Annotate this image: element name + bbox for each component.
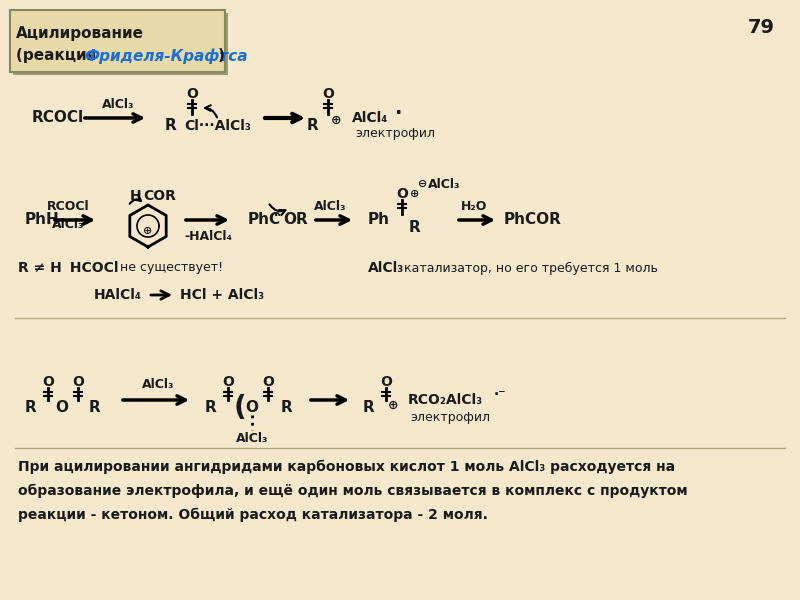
- Text: O: O: [396, 187, 408, 201]
- Text: образование электрофила, и ещё один моль связывается в комплекс с продуктом: образование электрофила, и ещё один моль…: [18, 484, 688, 499]
- Text: ·: ·: [395, 104, 402, 124]
- Text: ⊕: ⊕: [388, 398, 398, 412]
- Text: O: O: [380, 375, 392, 389]
- Text: AlCl₃: AlCl₃: [236, 431, 268, 445]
- Text: Ацилирование: Ацилирование: [16, 26, 144, 41]
- Text: R: R: [164, 118, 176, 133]
- Text: O: O: [222, 375, 234, 389]
- Text: AlCl₃: AlCl₃: [368, 261, 404, 275]
- Text: R: R: [280, 401, 292, 415]
- Text: R: R: [89, 401, 101, 415]
- Text: RCO₂AlCl₃: RCO₂AlCl₃: [408, 393, 483, 407]
- Text: R: R: [24, 401, 36, 415]
- Text: O: O: [55, 401, 69, 415]
- Text: реакции - кетоном. Общий расход катализатора - 2 моля.: реакции - кетоном. Общий расход катализа…: [18, 508, 488, 523]
- Text: AlCl₃: AlCl₃: [102, 97, 134, 110]
- Text: ⊕: ⊕: [410, 189, 419, 199]
- Text: Фриделя-Крафтса: Фриделя-Крафтса: [84, 48, 247, 64]
- FancyBboxPatch shape: [13, 13, 228, 75]
- Text: 79: 79: [748, 18, 775, 37]
- Text: O: O: [322, 87, 334, 101]
- Text: H: H: [130, 189, 142, 203]
- Text: COR: COR: [143, 189, 177, 203]
- Text: При ацилировании ангидридами карбоновых кислот 1 моль AlCl₃ расходуется на: При ацилировании ангидридами карбоновых …: [18, 460, 675, 475]
- Text: ··: ··: [274, 211, 282, 221]
- Text: AlCl₃: AlCl₃: [52, 217, 84, 230]
- Text: ⊕: ⊕: [143, 226, 153, 236]
- Text: AlCl₃: AlCl₃: [142, 377, 174, 391]
- Text: HCl + AlCl₃: HCl + AlCl₃: [180, 288, 264, 302]
- Text: Cl···AlCl₃: Cl···AlCl₃: [185, 119, 251, 133]
- Text: ⊖: ⊖: [418, 179, 427, 189]
- Text: катализатор, но его требуется 1 моль: катализатор, но его требуется 1 моль: [400, 262, 658, 275]
- Text: Ph: Ph: [368, 212, 390, 227]
- Text: RCOCl: RCOCl: [46, 199, 90, 212]
- Text: не существует!: не существует!: [120, 262, 223, 275]
- Text: HAlCl₄: HAlCl₄: [94, 288, 142, 302]
- Text: электрофил: электрофил: [355, 127, 435, 140]
- Text: ): ): [218, 48, 225, 63]
- Text: PhC: PhC: [248, 212, 281, 227]
- Text: PhCOR: PhCOR: [504, 212, 562, 227]
- Text: R: R: [306, 118, 318, 133]
- Text: R: R: [409, 220, 421, 235]
- Text: OR: OR: [283, 212, 308, 227]
- Text: O: O: [42, 375, 54, 389]
- Text: R: R: [204, 401, 216, 415]
- Text: O: O: [246, 401, 258, 415]
- Text: AlCl₃: AlCl₃: [314, 199, 346, 212]
- FancyBboxPatch shape: [10, 10, 225, 72]
- Text: HCOCl: HCOCl: [65, 261, 118, 275]
- Text: O: O: [72, 375, 84, 389]
- Text: AlCl₄: AlCl₄: [352, 111, 388, 125]
- Text: O: O: [262, 375, 274, 389]
- Text: ·⁻: ·⁻: [494, 388, 506, 402]
- Text: электрофил: электрофил: [410, 412, 490, 425]
- Text: -HAlCl₄: -HAlCl₄: [184, 229, 232, 242]
- Text: R ≠ H: R ≠ H: [18, 261, 62, 275]
- Text: (: (: [234, 394, 246, 422]
- Text: (реакция: (реакция: [16, 48, 102, 63]
- Text: AlCl₃: AlCl₃: [428, 178, 461, 191]
- Text: PhH: PhH: [25, 212, 60, 227]
- Text: R: R: [362, 401, 374, 415]
- Text: RCOCl: RCOCl: [32, 110, 84, 125]
- Text: ⊕: ⊕: [330, 113, 342, 127]
- Text: O: O: [186, 87, 198, 101]
- Text: H₂O: H₂O: [461, 199, 487, 212]
